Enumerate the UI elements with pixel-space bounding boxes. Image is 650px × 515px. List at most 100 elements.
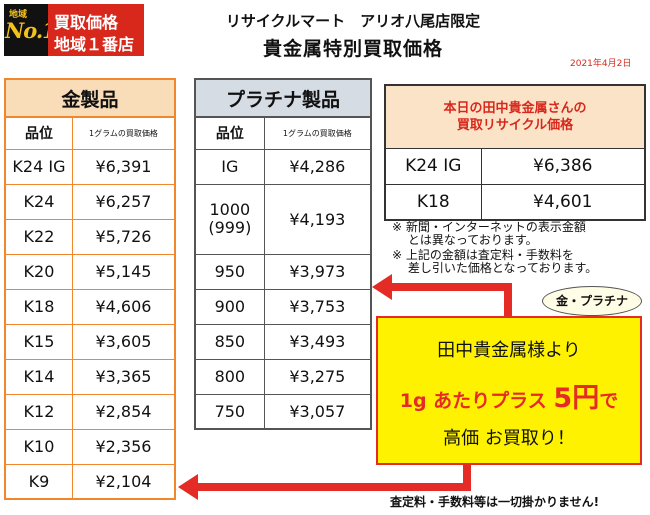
tanaka-title: 本日の田中貴金属さんの 買取リサイクル価格: [384, 84, 646, 149]
grade-cell: IG: [194, 148, 265, 185]
table-row: 800 ¥3,275: [194, 358, 372, 395]
arrow-upper-vertical: [504, 283, 512, 319]
table-row: K18 ¥4,606: [4, 288, 176, 325]
table-row: 750 ¥3,057: [194, 393, 372, 430]
arrow-upper-horizontal: [390, 283, 512, 291]
platinum-table-title: プラチナ製品: [194, 78, 372, 118]
grade-cell: K18: [4, 288, 73, 325]
table-row: K22 ¥5,726: [4, 218, 176, 255]
arrow-lower-horizontal: [196, 483, 471, 491]
platinum-col-price-header: 1グラムの買取価格: [263, 116, 372, 150]
table-row: 900 ¥3,753: [194, 288, 372, 325]
price-cell: ¥4,606: [71, 288, 176, 325]
table-row: K24 IG ¥6,391: [4, 148, 176, 185]
platinum-col-grade-header: 品位: [194, 116, 265, 150]
price-cell: ¥5,145: [71, 253, 176, 290]
promo-line2-a: 1g あたりプラス: [399, 390, 554, 412]
price-cell: ¥3,493: [263, 323, 372, 360]
table-row: K14 ¥3,365: [4, 358, 176, 395]
note-newspaper: ※ 新聞・インターネットの表示金額 とは異なっております。: [392, 221, 586, 247]
price-cell: ¥4,601: [480, 183, 646, 221]
table-row: K15 ¥3,605: [4, 323, 176, 360]
grade-cell: 850: [194, 323, 265, 360]
table-row: K12 ¥2,854: [4, 393, 176, 430]
price-cell: ¥4,286: [263, 148, 372, 185]
note-line: ※ 上記の金額は査定料・手数料を: [392, 248, 574, 262]
grade-cell: 950: [194, 253, 265, 290]
promo-line1: 田中貴金属様より: [437, 340, 581, 361]
note-line: とは異なっております。: [392, 233, 538, 247]
gold-table-title: 金製品: [4, 78, 176, 118]
table-row: 850 ¥3,493: [194, 323, 372, 360]
arrow-lower-vertical: [463, 463, 471, 491]
grade-cell: K14: [4, 358, 73, 395]
table-row: 1000 (999) ¥4,193: [194, 183, 372, 255]
grade-cell: K10: [4, 428, 73, 465]
date-label: 2021年4月2日: [570, 59, 632, 69]
grade-cell: 1000 (999): [194, 183, 265, 255]
price-cell: ¥6,391: [71, 148, 176, 185]
promo-line2: 1g あたりプラス 5円で: [378, 376, 640, 415]
badge-red-panel: 買取価格 地域１番店: [48, 4, 144, 56]
price-cell: ¥3,275: [263, 358, 372, 395]
grade-cell: K24 IG: [4, 148, 73, 185]
region-no1-badge: 地域 No.1 買取価格 地域１番店: [4, 4, 144, 56]
tanaka-title-line1: 本日の田中貴金属さんの: [443, 100, 587, 116]
gold-platinum-bubble: 金・プラチナ: [542, 286, 642, 316]
price-cell: ¥3,365: [71, 358, 176, 395]
grade-cell: 900: [194, 288, 265, 325]
promo-box: 田中貴金属様より 1g あたりプラス 5円で 高価 お買取り！: [376, 316, 642, 465]
grade-line: 1000: [209, 200, 251, 219]
price-cell: ¥3,605: [71, 323, 176, 360]
grade-cell: K20: [4, 253, 73, 290]
grade-cell: K24: [4, 183, 73, 220]
store-name: リサイクルマート アリオ八尾店限定: [225, 12, 481, 30]
grade-cell: K24 IG: [384, 147, 482, 185]
grade-cell: K15: [4, 323, 73, 360]
grade-cell: K9: [4, 463, 73, 500]
badge-region-label: 地域: [9, 10, 28, 20]
grade-line-sub: (999): [208, 218, 252, 237]
table-row: 950 ¥3,973: [194, 253, 372, 290]
table-row: IG ¥4,286: [194, 148, 372, 185]
gold-col-price-header: 1グラムの買取価格: [71, 116, 176, 150]
grade-cell: 800: [194, 358, 265, 395]
promo-line2-c: で: [599, 390, 619, 412]
price-cell: ¥3,753: [263, 288, 372, 325]
grade-cell: K22: [4, 218, 73, 255]
promo-line2-b: 5円: [553, 383, 600, 414]
price-cell: ¥2,854: [71, 393, 176, 430]
badge-line1: 買取価格: [54, 13, 119, 32]
grade-cell: 750: [194, 393, 265, 430]
gold-col-grade-header: 品位: [4, 116, 73, 150]
gold-price-table: 金製品 品位 1グラムの買取価格 K24 IG ¥6,391 K24 ¥6,257 …: [4, 78, 176, 500]
note-fees: ※ 上記の金額は査定料・手数料を 差し引いた価格となっております。: [392, 249, 597, 275]
tanaka-title-line2: 買取リサイクル価格: [456, 117, 574, 133]
note-line: 差し引いた価格となっております。: [392, 261, 598, 275]
no1-emblem: 地域 No.1: [4, 4, 57, 56]
table-row: K18 ¥4,601: [384, 183, 646, 221]
footer-note: 査定料・手数料等は一切掛かりません!: [390, 495, 600, 509]
page-title: 貴金属特別買取価格: [262, 38, 443, 60]
price-cell: ¥3,973: [263, 253, 372, 290]
price-cell: ¥6,257: [71, 183, 176, 220]
promo-line3: 高価 お買取り！: [443, 428, 575, 449]
badge-line2: 地域１番店: [54, 35, 135, 54]
table-row: K9 ¥2,104: [4, 463, 176, 500]
price-cell: ¥2,356: [71, 428, 176, 465]
table-row: K20 ¥5,145: [4, 253, 176, 290]
table-row: K24 ¥6,257: [4, 183, 176, 220]
grade-cell: K18: [384, 183, 482, 221]
tanaka-reference-table: 本日の田中貴金属さんの 買取リサイクル価格 K24 IG ¥6,386 K18 ¥4…: [384, 84, 646, 221]
price-cell: ¥4,193: [263, 183, 372, 255]
price-cell: ¥3,057: [263, 393, 372, 430]
note-line: ※ 新聞・インターネットの表示金額: [392, 220, 586, 234]
price-cell: ¥5,726: [71, 218, 176, 255]
grade-cell: K12: [4, 393, 73, 430]
platinum-price-table: プラチナ製品 品位 1グラムの買取価格 IG ¥4,286 1000 (999) …: [194, 78, 372, 430]
arrow-upper-head-icon: [372, 274, 392, 300]
table-row: K10 ¥2,356: [4, 428, 176, 465]
price-cell: ¥2,104: [71, 463, 176, 500]
arrow-lower-head-icon: [178, 474, 198, 500]
table-row: K24 IG ¥6,386: [384, 147, 646, 185]
